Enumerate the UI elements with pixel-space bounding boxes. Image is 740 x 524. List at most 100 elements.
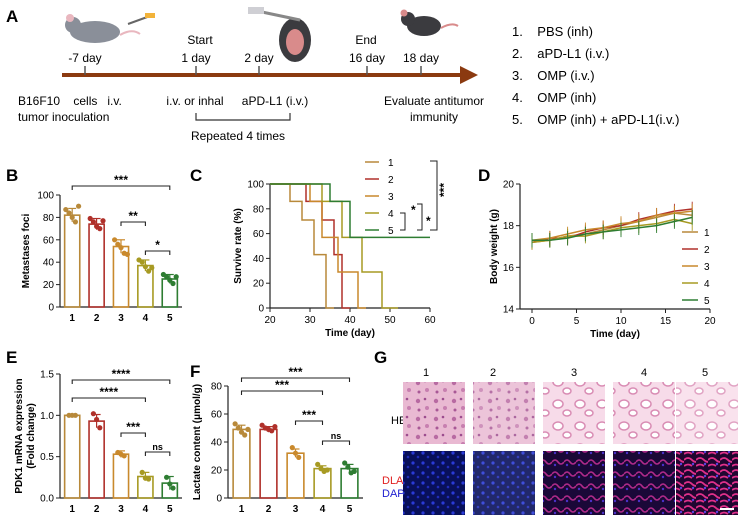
significance-bracket <box>400 212 406 231</box>
significance-label: **** <box>112 367 131 381</box>
y-tick-label: 14 <box>503 305 515 316</box>
data-point <box>296 454 302 460</box>
x-tick-label: 3 <box>118 504 124 515</box>
x-tick-label: 1 <box>239 504 245 515</box>
y-tick-label: 20 <box>253 279 265 290</box>
bar-group-3 <box>112 453 130 499</box>
significance-bracket <box>144 250 171 255</box>
data-point <box>139 469 145 475</box>
data-point <box>72 219 78 225</box>
y-axis-label: Metastases foci <box>21 214 32 289</box>
significance-bracket <box>240 377 351 382</box>
legend-label-5: 5 <box>704 296 710 307</box>
significance-label: *** <box>126 420 140 434</box>
day-label-4: 16 day <box>349 51 385 65</box>
x-tick-label: 5 <box>574 316 580 327</box>
legend-label-3: 3 <box>388 192 394 203</box>
mouse-icon-left <box>65 13 155 43</box>
data-point <box>170 485 176 491</box>
data-point <box>72 412 78 418</box>
panel-label-e: E <box>6 348 17 367</box>
survival-line-3 <box>270 183 366 309</box>
data-point <box>170 280 176 287</box>
legend-label-4: 4 <box>388 209 394 220</box>
mouse-icon-injection <box>248 7 311 62</box>
col-label-3: 3 <box>571 367 577 379</box>
panel-label-b: B <box>6 166 18 185</box>
y-tick-label: 40 <box>253 254 265 265</box>
data-point <box>149 265 155 271</box>
x-tick-label: 5 <box>347 504 353 515</box>
legend-label-1: 1 <box>704 228 710 239</box>
data-point <box>232 421 238 427</box>
significance-label: *** <box>288 365 302 379</box>
significance-label: **** <box>99 385 118 399</box>
col-label-5: 5 <box>702 367 708 379</box>
x-tick-label: 5 <box>167 313 173 324</box>
data-point <box>94 416 100 423</box>
note-repeat: Repeated 4 times <box>191 129 285 143</box>
he-image-5 <box>676 382 738 444</box>
if-image-4 <box>613 451 675 515</box>
col-label-2: 2 <box>490 367 496 379</box>
x-tick-label: 30 <box>304 315 316 326</box>
bar-group-2 <box>88 223 105 308</box>
data-point <box>167 277 173 283</box>
x-tick-label: 50 <box>384 315 396 326</box>
legend-label-1: 1 <box>388 158 394 169</box>
data-point <box>100 218 106 224</box>
data-point <box>292 450 299 456</box>
bar-group-1 <box>232 428 251 499</box>
significance-bracket <box>71 379 171 384</box>
significance-bracket <box>144 451 171 456</box>
significance-bracket <box>120 432 146 437</box>
day-label-3: 2 day <box>244 51 273 65</box>
y-axis-label: Body weight (g) <box>489 209 500 284</box>
significance-bracket <box>321 440 351 445</box>
x-tick-label: 2 <box>94 313 100 324</box>
significance-label: *** <box>114 173 128 187</box>
x-tick-label: 4 <box>143 313 149 324</box>
significance-label: ** <box>129 209 139 223</box>
x-tick-label: 40 <box>344 315 356 326</box>
x-tick-label: 2 <box>94 504 100 515</box>
y-tick-label: 80 <box>43 213 55 224</box>
y-tick-label: 100 <box>247 180 264 191</box>
x-tick-label: 4 <box>320 504 326 515</box>
group-legend-2: 2. aPD-L1 (i.v.) <box>512 46 609 61</box>
significance-bracket <box>430 160 438 231</box>
if-image-1 <box>403 451 465 515</box>
data-point <box>69 214 75 220</box>
significance-bracket <box>240 390 324 395</box>
survival-line-2 <box>270 183 350 309</box>
data-point <box>345 464 351 470</box>
data-point <box>164 474 170 480</box>
note-apdl1: aPD-L1 (i.v.) <box>242 94 308 108</box>
y-tick-label: 0 <box>48 303 54 314</box>
significance-label: *** <box>437 183 451 197</box>
timeline-start: Start <box>187 33 213 47</box>
timeline-ticks <box>84 66 422 75</box>
significance-label: ns <box>152 442 163 452</box>
data-point <box>121 453 127 459</box>
row-label-dlat: DLAT <box>382 475 410 487</box>
repeat-bracket <box>195 113 291 121</box>
y-tick-label: 0.5 <box>40 452 54 463</box>
he-image-1 <box>403 382 465 444</box>
row-label-dapi: DAPI <box>382 488 408 500</box>
he-image-4 <box>613 382 675 444</box>
x-tick-label: 10 <box>615 316 627 327</box>
bar-group-2 <box>259 428 278 499</box>
panel-label-c: C <box>190 166 202 185</box>
x-tick-label: 2 <box>266 504 272 515</box>
x-axis-label: Time (day) <box>590 329 640 340</box>
group-legend-1: 1. PBS (inh) <box>512 24 593 39</box>
x-tick-label: 5 <box>167 504 173 515</box>
x-tick-label: 1 <box>69 504 75 515</box>
if-image-5 <box>676 451 738 515</box>
microscopy-column-labels: 1 2 3 4 5 <box>423 367 708 379</box>
y-axis-label: PDK1 mRNA expression <box>14 378 25 493</box>
data-point <box>146 476 152 482</box>
